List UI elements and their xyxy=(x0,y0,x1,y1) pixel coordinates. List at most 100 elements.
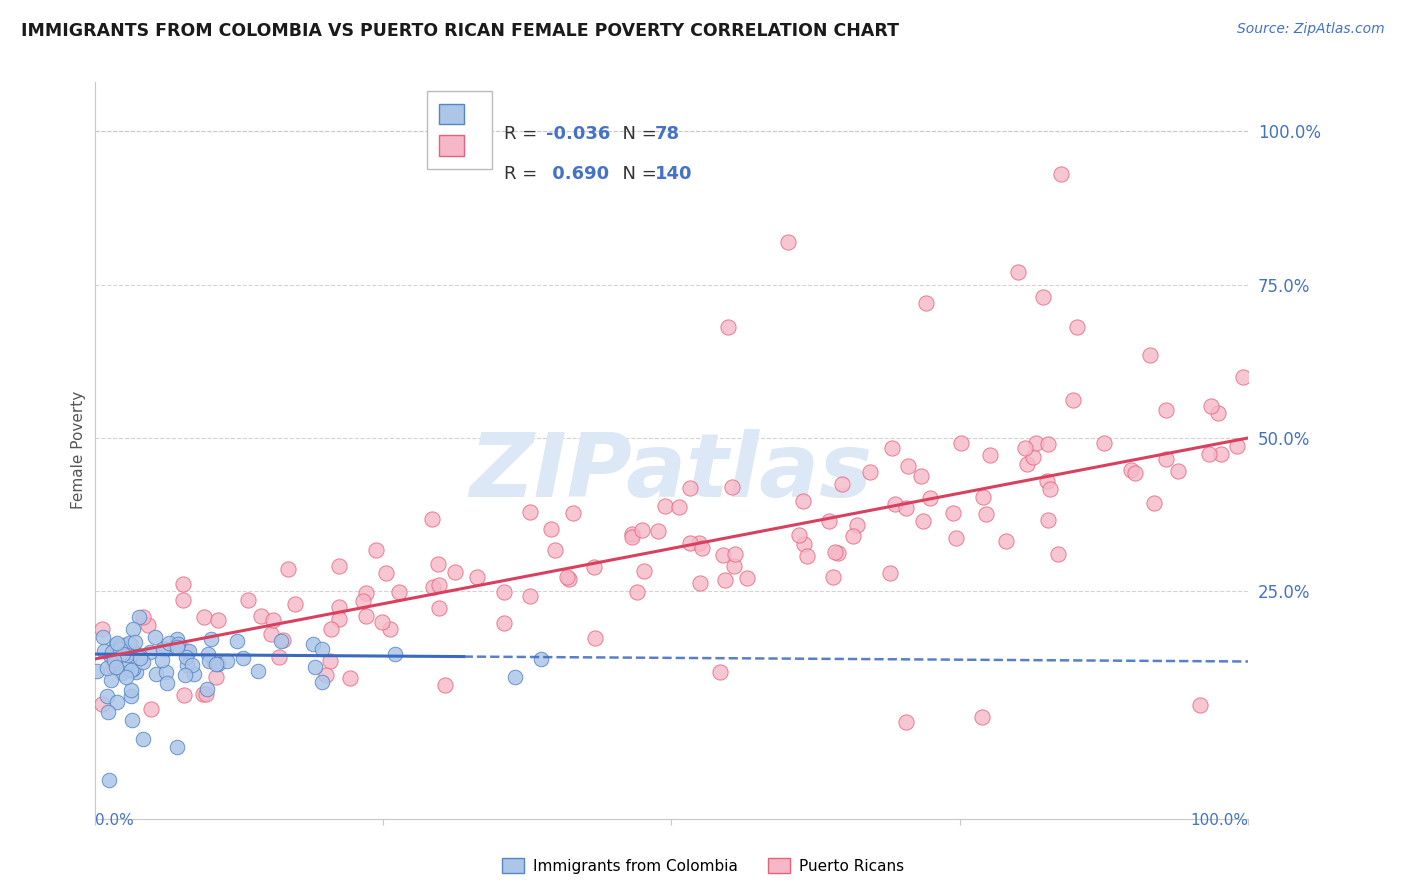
Point xyxy=(776,235,799,249)
Point xyxy=(120,645,142,659)
Point xyxy=(311,642,333,657)
Text: 78: 78 xyxy=(655,125,679,143)
Point xyxy=(1036,513,1059,527)
Text: N =: N = xyxy=(612,125,668,143)
Legend: Immigrants from Colombia, Puerto Ricans: Immigrants from Colombia, Puerto Ricans xyxy=(496,852,910,880)
Point xyxy=(735,571,758,585)
Point xyxy=(152,641,174,656)
Point xyxy=(679,536,702,550)
Point xyxy=(172,592,194,607)
Point xyxy=(427,601,450,615)
Point xyxy=(166,632,188,646)
Point xyxy=(1092,436,1115,450)
Point xyxy=(1032,290,1054,304)
Y-axis label: Female Poverty: Female Poverty xyxy=(72,392,86,509)
Point xyxy=(122,622,145,636)
Point xyxy=(181,658,204,673)
Point xyxy=(132,732,155,747)
Text: R =: R = xyxy=(505,165,543,184)
Point xyxy=(155,665,177,679)
Point xyxy=(679,482,702,496)
Point xyxy=(156,676,179,690)
Point xyxy=(1188,698,1211,712)
Point xyxy=(150,653,173,667)
Point xyxy=(328,612,350,626)
Point xyxy=(120,683,142,698)
Point xyxy=(380,622,402,636)
Point xyxy=(269,650,291,665)
Point xyxy=(91,622,114,636)
Point xyxy=(111,665,134,680)
Point xyxy=(262,613,284,627)
Point xyxy=(793,537,815,551)
Point xyxy=(302,637,325,651)
Point xyxy=(422,580,444,594)
Point xyxy=(1007,265,1029,279)
Point xyxy=(120,638,142,652)
Point xyxy=(859,465,882,479)
Point xyxy=(1154,403,1177,417)
Point xyxy=(505,670,527,684)
Point xyxy=(1167,464,1189,478)
Point xyxy=(195,681,218,696)
Point xyxy=(173,689,195,703)
Point xyxy=(207,657,229,672)
Point xyxy=(444,566,467,580)
Point xyxy=(972,710,994,724)
Text: R =: R = xyxy=(505,125,543,143)
Point xyxy=(384,647,406,661)
Point xyxy=(713,573,735,587)
Point xyxy=(197,647,219,661)
Point xyxy=(155,641,177,656)
Point xyxy=(108,642,131,657)
Point xyxy=(364,542,387,557)
Point xyxy=(105,695,128,709)
Point xyxy=(101,645,124,659)
Point xyxy=(1198,446,1220,460)
Point xyxy=(200,632,222,646)
Point xyxy=(129,650,152,665)
Point xyxy=(105,638,128,652)
Point xyxy=(103,653,125,667)
Point xyxy=(689,576,711,591)
Point xyxy=(621,527,644,541)
Point xyxy=(582,560,605,574)
Point xyxy=(846,517,869,532)
Point xyxy=(96,690,118,704)
Point xyxy=(191,687,214,701)
Point xyxy=(1201,399,1223,413)
Point xyxy=(912,514,935,528)
Point xyxy=(129,648,152,663)
Point xyxy=(315,668,337,682)
Point xyxy=(1049,167,1071,181)
Text: 0.690: 0.690 xyxy=(547,165,609,184)
Point xyxy=(114,659,136,673)
Point xyxy=(979,448,1001,462)
Point xyxy=(654,499,676,513)
Point xyxy=(352,594,374,608)
Point xyxy=(174,644,197,658)
Point xyxy=(304,660,326,674)
Point xyxy=(91,697,114,711)
Point xyxy=(97,705,120,719)
Point xyxy=(145,666,167,681)
Point xyxy=(195,687,218,701)
Point xyxy=(143,630,166,644)
Point xyxy=(1015,457,1038,471)
Point xyxy=(132,610,155,624)
Point xyxy=(620,530,643,544)
Point xyxy=(318,653,340,667)
Point xyxy=(492,585,515,599)
Point xyxy=(247,664,270,678)
Point xyxy=(131,655,153,669)
Point xyxy=(122,662,145,676)
Point xyxy=(818,514,841,528)
Point xyxy=(157,636,180,650)
Point xyxy=(249,608,271,623)
Point xyxy=(236,593,259,607)
Point xyxy=(914,296,936,310)
Point xyxy=(879,566,901,580)
Point xyxy=(388,584,411,599)
Point xyxy=(166,640,188,655)
Point xyxy=(711,548,734,562)
